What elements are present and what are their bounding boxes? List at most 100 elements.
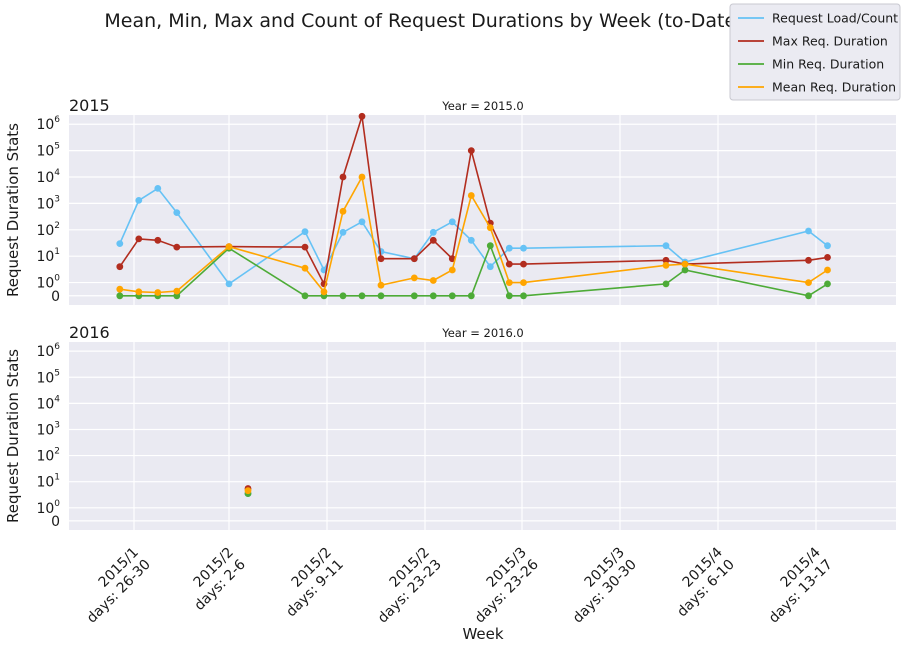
- data-point: [520, 244, 527, 252]
- data-point: [429, 277, 437, 284]
- data-point: [448, 266, 456, 274]
- legend-label: Mean Req. Duration: [772, 80, 896, 95]
- data-point: [410, 292, 418, 300]
- y-tick-label: 106: [36, 342, 60, 360]
- data-point: [486, 224, 494, 232]
- chart-title: Mean, Min, Max and Count of Request Dura…: [104, 10, 743, 32]
- data-point: [301, 292, 309, 300]
- y-tick-label: 104: [36, 394, 60, 412]
- data-point: [824, 254, 831, 261]
- data-point: [467, 147, 475, 155]
- data-point: [244, 487, 252, 495]
- data-point: [116, 285, 124, 293]
- x-tick-label: 2015/1days: 26-30: [72, 545, 154, 627]
- data-point: [116, 263, 124, 271]
- legend-item-min-req-duration: Min Req. Duration: [738, 57, 884, 72]
- data-point: [448, 218, 456, 226]
- data-point: [505, 244, 513, 252]
- data-point: [339, 228, 347, 236]
- data-point: [225, 243, 233, 251]
- legend-box: [729, 3, 901, 101]
- data-point: [154, 236, 162, 244]
- panel-year-label: 2015: [69, 96, 110, 115]
- x-axis-label: Week: [462, 625, 503, 643]
- y-tick-label: 100: [36, 499, 60, 517]
- data-point: [505, 260, 513, 268]
- data-point: [377, 281, 385, 289]
- data-point: [135, 288, 143, 296]
- data-point: [448, 292, 456, 300]
- data-point: [358, 218, 366, 226]
- y-tick-label: 102: [36, 221, 60, 239]
- data-point: [339, 292, 347, 300]
- legend-item-max-req-duration: Max Req. Duration: [738, 34, 888, 49]
- y-tick-label: 0: [51, 289, 60, 305]
- data-point: [410, 255, 418, 263]
- y-tick-label: 103: [36, 194, 60, 212]
- data-point: [301, 264, 309, 272]
- x-tick-label: 2015/2days: 9-11: [271, 545, 347, 621]
- data-point: [173, 243, 181, 251]
- data-point: [805, 256, 812, 264]
- data-point: [662, 280, 670, 288]
- data-point: [520, 279, 527, 286]
- x-tick-label: 2015/2days: 23-23: [363, 545, 445, 627]
- y-tick-label: 105: [36, 368, 60, 386]
- y-tick-label: 106: [36, 115, 60, 133]
- data-point: [805, 279, 812, 286]
- data-point: [520, 260, 527, 268]
- x-tick-label: 2015/3days: 30-30: [558, 545, 640, 627]
- legend-label: Min Req. Duration: [772, 57, 884, 72]
- legend-label: Max Req. Duration: [772, 34, 888, 49]
- data-point: [662, 242, 670, 250]
- data-point: [358, 112, 366, 120]
- data-point: [358, 173, 366, 181]
- data-point: [225, 280, 233, 288]
- y-tick-label: 100: [36, 274, 60, 292]
- data-point: [339, 207, 347, 215]
- panel-facet-label: Year = 2015.0: [441, 99, 524, 113]
- data-point: [467, 192, 475, 199]
- panel-year-label: 2016: [69, 323, 110, 342]
- data-point: [486, 263, 494, 271]
- series-min-req-duration: [116, 242, 831, 300]
- plot-area: [69, 342, 896, 530]
- legend-item-mean-req-duration: Mean Req. Duration: [738, 80, 896, 95]
- data-point: [135, 197, 143, 204]
- data-point: [173, 209, 181, 217]
- y-tick-label: 0: [51, 514, 60, 530]
- data-point: [467, 236, 475, 244]
- y-axis-label: Request Duration Stats: [4, 123, 22, 297]
- y-tick-label: 101: [36, 247, 60, 265]
- data-point: [135, 235, 143, 243]
- data-point: [824, 242, 831, 250]
- data-point: [681, 260, 689, 268]
- data-point: [824, 280, 831, 288]
- legend-item-request-load-count: Request Load/Count: [738, 11, 898, 26]
- series-max-req-duration: [116, 112, 831, 288]
- legend: Request Load/Count Max Req. Duration Min R…: [729, 3, 901, 101]
- x-tick-label: 2015/3days: 23-26: [460, 544, 542, 626]
- data-point: [154, 289, 162, 296]
- x-tick-label: 2015/4days: 13-17: [754, 544, 836, 626]
- data-point: [824, 266, 831, 274]
- data-point: [662, 256, 670, 264]
- data-point: [662, 261, 670, 269]
- data-point: [429, 236, 437, 244]
- data-point: [429, 228, 437, 236]
- panel-facet-label: Year = 2016.0: [441, 326, 524, 340]
- y-tick-label: 101: [36, 473, 60, 491]
- data-point: [410, 274, 418, 282]
- data-point: [301, 228, 309, 236]
- data-point: [320, 288, 328, 296]
- data-point: [173, 287, 181, 295]
- data-point: [358, 292, 366, 300]
- data-point: [377, 255, 385, 263]
- data-point: [173, 292, 181, 300]
- y-tick-label: 102: [36, 447, 60, 465]
- data-point: [681, 266, 689, 274]
- data-point: [116, 292, 124, 300]
